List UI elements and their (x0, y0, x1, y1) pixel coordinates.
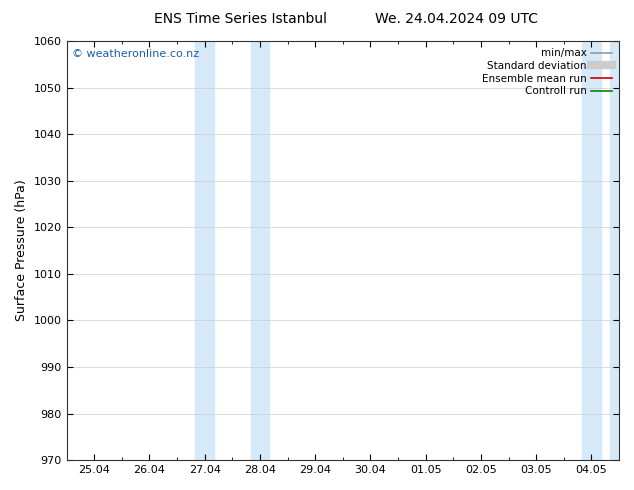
Bar (582, 41, 601, 460)
Text: ENS Time Series Istanbul: ENS Time Series Istanbul (155, 12, 327, 26)
Bar (610, 41, 619, 460)
Text: © weatheronline.co.nz: © weatheronline.co.nz (72, 49, 199, 59)
Text: We. 24.04.2024 09 UTC: We. 24.04.2024 09 UTC (375, 12, 538, 26)
Y-axis label: Surface Pressure (hPa): Surface Pressure (hPa) (15, 180, 28, 321)
Bar (195, 41, 214, 460)
Legend: min/max, Standard deviation, Ensemble mean run, Controll run: min/max, Standard deviation, Ensemble me… (480, 46, 614, 98)
Bar (250, 41, 269, 460)
